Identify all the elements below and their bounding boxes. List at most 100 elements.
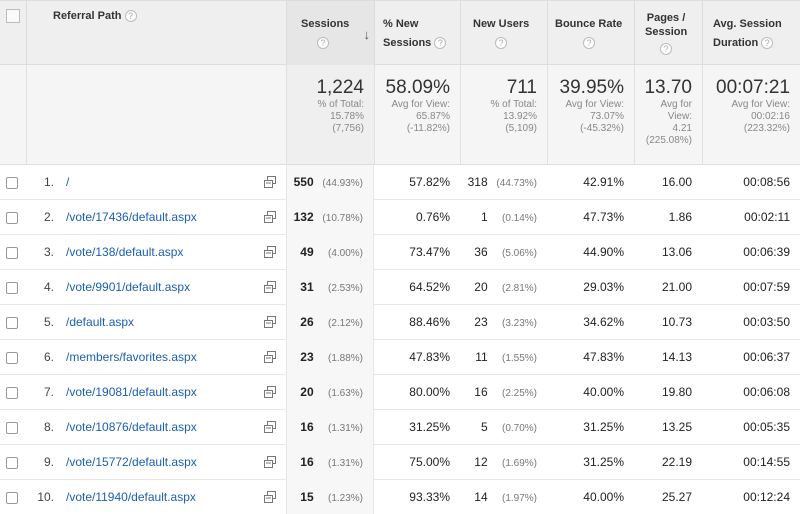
sessions-cell: 550 (44.93%) bbox=[286, 165, 374, 200]
sessions-cell: 23 (1.88%) bbox=[286, 340, 374, 375]
bounce-rate-cell: 34.62% bbox=[583, 315, 624, 329]
row-checkbox[interactable] bbox=[6, 211, 18, 224]
question-circle-icon[interactable]: ? bbox=[495, 37, 507, 50]
pct-new-cell: 0.76% bbox=[415, 210, 450, 224]
row-checkbox[interactable] bbox=[6, 351, 18, 364]
duration-cell: 00:03:50 bbox=[743, 315, 790, 329]
col-sessions[interactable]: Sessions ? ↓ bbox=[286, 1, 374, 65]
referral-path-link[interactable]: /default.aspx bbox=[66, 315, 135, 329]
row-index: 1. bbox=[43, 175, 54, 189]
pages-session-cell: 13.06 bbox=[661, 245, 692, 259]
row-index: 10. bbox=[37, 490, 54, 504]
open-in-new-window-icon[interactable] bbox=[264, 351, 276, 363]
row-index: 7. bbox=[43, 385, 54, 399]
col-pages-session[interactable]: Pages / Session ? bbox=[634, 1, 702, 65]
referral-path-link[interactable]: /vote/138/default.aspx bbox=[66, 245, 184, 259]
open-in-new-window-icon[interactable] bbox=[264, 386, 276, 398]
pages-session-cell: 14.13 bbox=[661, 350, 692, 364]
table-row: 1. / 550 (44.93%) 57.82% 318 (44.73%) 42… bbox=[0, 165, 800, 200]
referral-path-link[interactable]: /members/favorites.aspx bbox=[66, 350, 197, 364]
table-row: 10. /vote/11940/default.aspx 15 (1.23%) … bbox=[0, 480, 800, 514]
bounce-rate-cell: 44.90% bbox=[583, 245, 624, 259]
referral-path-link[interactable]: /vote/11940/default.aspx bbox=[66, 490, 196, 504]
question-circle-icon[interactable]: ? bbox=[434, 37, 447, 50]
sessions-cell: 26 (2.12%) bbox=[286, 305, 374, 340]
open-in-new-window-icon[interactable] bbox=[264, 316, 276, 328]
open-in-new-window-icon[interactable] bbox=[264, 281, 276, 293]
pages-session-cell: 19.80 bbox=[661, 385, 692, 399]
row-checkbox[interactable] bbox=[6, 281, 18, 294]
col-pct-new-sessions[interactable]: % New Sessions ? bbox=[374, 1, 460, 65]
pages-session-cell: 13.25 bbox=[661, 420, 692, 434]
new-users-cell: 16 (2.25%) bbox=[474, 385, 537, 399]
pct-new-cell: 75.00% bbox=[409, 455, 450, 469]
col-referral-path[interactable]: Referral Path ? bbox=[26, 1, 286, 65]
bounce-rate-cell: 40.00% bbox=[583, 490, 624, 504]
duration-cell: 00:06:08 bbox=[743, 385, 790, 399]
sort-down-arrow-icon[interactable]: ↓ bbox=[363, 27, 371, 42]
table-header: Referral Path ? Sessions ? ↓ % New Sessi… bbox=[0, 0, 800, 65]
sessions-cell: 15 (1.23%) bbox=[286, 480, 374, 514]
col-avg-session-duration[interactable]: Avg. Session Duration ? bbox=[702, 1, 800, 65]
referral-path-link[interactable]: /vote/9901/default.aspx bbox=[66, 280, 191, 294]
pct-new-cell: 93.33% bbox=[409, 490, 450, 504]
table-row: 7. /vote/19081/default.aspx 20 (1.63%) 8… bbox=[0, 375, 800, 410]
select-all-checkbox[interactable] bbox=[6, 9, 20, 23]
duration-cell: 00:07:59 bbox=[743, 280, 790, 294]
open-in-new-window-icon[interactable] bbox=[264, 176, 276, 188]
total-sessions: 1,224 % of Total: 15.78% (7,756) bbox=[286, 65, 374, 164]
referral-path-link[interactable]: /vote/10876/default.aspx bbox=[66, 420, 197, 434]
pages-session-cell: 25.27 bbox=[661, 490, 692, 504]
col-bounce-rate[interactable]: Bounce Rate ? bbox=[547, 1, 634, 65]
open-in-new-window-icon[interactable] bbox=[264, 491, 276, 503]
pages-session-cell: 10.73 bbox=[661, 315, 692, 329]
table-row: 9. /vote/15772/default.aspx 16 (1.31%) 7… bbox=[0, 445, 800, 480]
referral-path-link[interactable]: /vote/17436/default.aspx bbox=[66, 210, 197, 224]
open-in-new-window-icon[interactable] bbox=[264, 246, 276, 258]
referral-path-link[interactable]: /vote/19081/default.aspx bbox=[66, 385, 197, 399]
pages-session-cell: 21.00 bbox=[661, 280, 692, 294]
row-checkbox[interactable] bbox=[6, 316, 18, 329]
question-circle-icon[interactable]: ? bbox=[761, 37, 774, 50]
pct-new-cell: 88.46% bbox=[409, 315, 450, 329]
row-index: 3. bbox=[43, 245, 54, 259]
question-circle-icon[interactable]: ? bbox=[583, 37, 595, 50]
open-in-new-window-icon[interactable] bbox=[264, 456, 276, 468]
question-circle-icon[interactable]: ? bbox=[124, 10, 137, 23]
row-checkbox[interactable] bbox=[6, 386, 18, 399]
row-checkbox[interactable] bbox=[6, 491, 18, 504]
table-row: 3. /vote/138/default.aspx 49 (4.00%) 73.… bbox=[0, 235, 800, 270]
duration-cell: 00:05:35 bbox=[743, 420, 790, 434]
pct-new-cell: 64.52% bbox=[409, 280, 450, 294]
col-avg-session-label-1: Avg. Session bbox=[713, 18, 782, 30]
pct-new-cell: 47.83% bbox=[409, 350, 450, 364]
col-new-users[interactable]: New Users ? bbox=[460, 1, 547, 65]
pct-new-cell: 57.82% bbox=[409, 175, 450, 189]
open-in-new-window-icon[interactable] bbox=[264, 211, 276, 223]
row-checkbox[interactable] bbox=[6, 456, 18, 469]
referral-path-link[interactable]: / bbox=[66, 175, 70, 189]
bounce-rate-cell: 47.73% bbox=[583, 210, 624, 224]
referral-path-link[interactable]: /vote/15772/default.aspx bbox=[66, 455, 197, 469]
duration-cell: 00:08:56 bbox=[743, 175, 790, 189]
duration-cell: 00:06:37 bbox=[743, 350, 790, 364]
table-row: 4. /vote/9901/default.aspx 31 (2.53%) 64… bbox=[0, 270, 800, 305]
new-users-cell: 14 (1.97%) bbox=[474, 490, 537, 504]
row-checkbox[interactable] bbox=[6, 176, 18, 189]
table-row: 5. /default.aspx 26 (2.12%) 88.46% 23 (3… bbox=[0, 305, 800, 340]
row-checkbox[interactable] bbox=[6, 246, 18, 259]
bounce-rate-cell: 29.03% bbox=[583, 280, 624, 294]
new-users-cell: 36 (5.06%) bbox=[474, 245, 537, 259]
question-circle-icon[interactable]: ? bbox=[317, 37, 329, 50]
pct-new-cell: 73.47% bbox=[409, 245, 450, 259]
new-users-cell: 1 (0.14%) bbox=[480, 210, 537, 224]
total-pct-new: 58.09% Avg for View: 65.87% (-11.82%) bbox=[374, 65, 460, 164]
table-row: 6. /members/favorites.aspx 23 (1.88%) 47… bbox=[0, 340, 800, 375]
question-circle-icon[interactable]: ? bbox=[660, 43, 672, 56]
row-checkbox[interactable] bbox=[6, 421, 18, 434]
bounce-rate-cell: 42.91% bbox=[583, 175, 624, 189]
row-index: 6. bbox=[43, 350, 54, 364]
duration-cell: 00:02:11 bbox=[744, 210, 790, 224]
new-users-cell: 5 (0.70%) bbox=[480, 420, 537, 434]
open-in-new-window-icon[interactable] bbox=[264, 421, 276, 433]
